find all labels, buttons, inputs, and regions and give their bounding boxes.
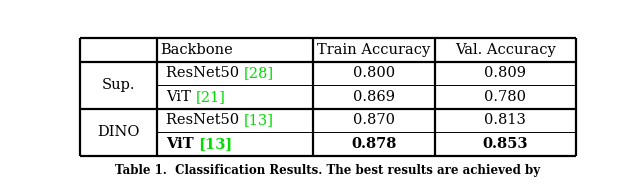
Text: 0.809: 0.809 bbox=[484, 66, 526, 80]
Text: 0.878: 0.878 bbox=[351, 137, 397, 151]
Text: ResNet50: ResNet50 bbox=[166, 113, 244, 127]
Text: 0.813: 0.813 bbox=[484, 113, 526, 127]
Text: Sup.: Sup. bbox=[102, 78, 135, 92]
Text: ViT: ViT bbox=[166, 137, 198, 151]
Text: Train Accuracy: Train Accuracy bbox=[317, 43, 431, 57]
Text: Val. Accuracy: Val. Accuracy bbox=[455, 43, 556, 57]
Text: Backbone: Backbone bbox=[160, 43, 233, 57]
Text: 0.780: 0.780 bbox=[484, 90, 526, 104]
Text: 0.870: 0.870 bbox=[353, 113, 395, 127]
Text: [28]: [28] bbox=[244, 66, 274, 80]
Text: 0.869: 0.869 bbox=[353, 90, 395, 104]
Text: ViT: ViT bbox=[166, 90, 195, 104]
Text: Table 1.  Classification Results. The best results are achieved by: Table 1. Classification Results. The bes… bbox=[115, 164, 541, 177]
Text: [21]: [21] bbox=[195, 90, 225, 104]
Text: [13]: [13] bbox=[198, 137, 233, 151]
Text: ResNet50: ResNet50 bbox=[166, 66, 244, 80]
Text: 0.800: 0.800 bbox=[353, 66, 395, 80]
Text: DINO: DINO bbox=[97, 125, 140, 139]
Text: 0.853: 0.853 bbox=[483, 137, 528, 151]
Text: [13]: [13] bbox=[244, 113, 273, 127]
